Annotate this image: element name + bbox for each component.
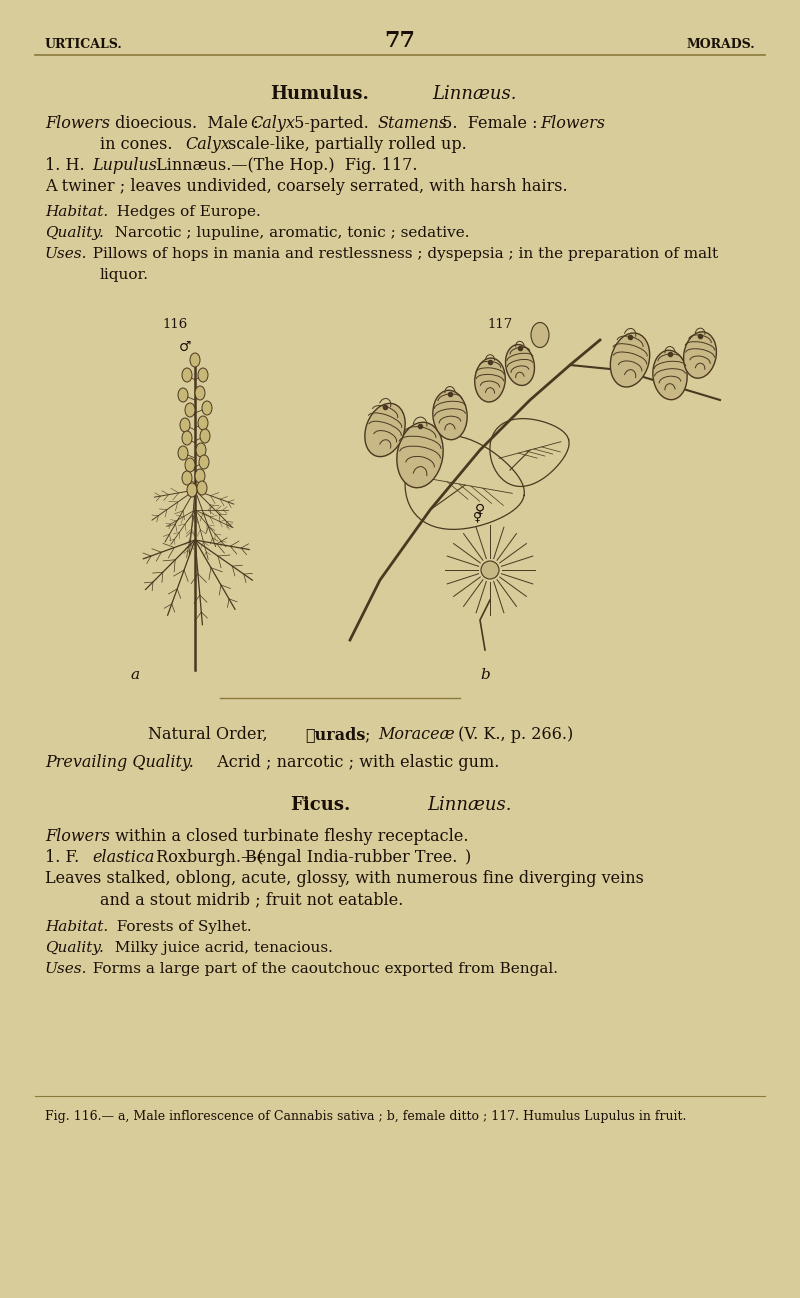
Text: Uses.: Uses. [45,247,87,261]
Text: Fig. 116.— a, Male inflorescence of Cannabis sativa ; b, female ditto ; 117. Hum: Fig. 116.— a, Male inflorescence of Cann… [45,1110,686,1123]
Ellipse shape [683,332,717,378]
Text: Forests of Sylhet.: Forests of Sylhet. [107,920,252,935]
Text: and a stout midrib ; fruit not eatable.: and a stout midrib ; fruit not eatable. [100,890,403,909]
Ellipse shape [506,344,534,386]
Ellipse shape [180,418,190,432]
Text: Acrid ; narcotic ; with elastic gum.: Acrid ; narcotic ; with elastic gum. [207,754,499,771]
Ellipse shape [433,391,467,440]
Ellipse shape [531,322,549,348]
Text: a: a [130,668,139,681]
Ellipse shape [653,350,687,400]
Text: Quality.: Quality. [45,941,104,955]
Text: Forms a large part of the caoutchouc exported from Bengal.: Forms a large part of the caoutchouc exp… [83,962,558,976]
Text: 117: 117 [487,318,513,331]
Text: within a closed turbinate fleshy receptacle.: within a closed turbinate fleshy recepta… [110,828,469,845]
Text: 5.  Female :: 5. Female : [437,116,542,132]
Ellipse shape [202,401,212,415]
Text: Stamens: Stamens [378,116,448,132]
Text: liquor.: liquor. [100,267,149,282]
Text: URTICALS.: URTICALS. [45,38,122,51]
Text: dioecious.  Male :: dioecious. Male : [110,116,264,132]
Text: Natural Order,: Natural Order, [148,726,273,742]
Text: Habitat.: Habitat. [45,205,108,219]
Text: Linnæus.—(The Hop.)  Fig. 117.: Linnæus.—(The Hop.) Fig. 117. [151,157,418,174]
Ellipse shape [178,388,188,402]
Text: Leaves stalked, oblong, acute, glossy, with numerous fine diverging veins: Leaves stalked, oblong, acute, glossy, w… [45,870,644,887]
Text: Hedges of Europe.: Hedges of Europe. [107,205,261,219]
Text: 116: 116 [162,318,188,331]
Ellipse shape [195,469,205,483]
Text: Calyx: Calyx [250,116,295,132]
Text: Flowers: Flowers [45,828,110,845]
Text: ♀: ♀ [475,502,485,517]
Text: Prevailing Quality.: Prevailing Quality. [45,754,194,771]
Text: Roxburgh.—(: Roxburgh.—( [151,849,263,866]
Text: Bengal India-rubber Tree.: Bengal India-rubber Tree. [245,849,458,866]
Text: 5-parted.: 5-parted. [289,116,379,132]
Text: elastica: elastica [92,849,154,866]
Text: Flowers: Flowers [45,116,110,132]
Ellipse shape [178,447,188,459]
Ellipse shape [200,430,210,443]
Text: ;: ; [365,726,376,742]
Ellipse shape [185,458,195,472]
Text: A twiner ; leaves undivided, coarsely serrated, with harsh hairs.: A twiner ; leaves undivided, coarsely se… [45,178,568,195]
Ellipse shape [196,443,206,457]
Ellipse shape [185,402,195,417]
Ellipse shape [199,456,209,469]
Text: Habitat.: Habitat. [45,920,108,935]
Ellipse shape [182,369,192,382]
Ellipse shape [197,482,207,495]
Ellipse shape [397,422,443,488]
Text: ℳurads: ℳurads [305,726,366,742]
Ellipse shape [187,483,197,497]
Text: Ficus.: Ficus. [290,796,350,814]
Text: Humulus.: Humulus. [270,84,370,103]
Text: Moraceæ: Moraceæ [378,726,454,742]
Text: scale-like, partially rolled up.: scale-like, partially rolled up. [223,136,466,153]
Text: ♀: ♀ [474,510,482,523]
Text: Narcotic ; lupuline, aromatic, tonic ; sedative.: Narcotic ; lupuline, aromatic, tonic ; s… [105,226,470,240]
Text: Lupulus: Lupulus [92,157,157,174]
Text: in cones.: in cones. [100,136,182,153]
Text: Uses.: Uses. [45,962,87,976]
Text: Linnæus.: Linnæus. [428,796,512,814]
Text: Calyx: Calyx [185,136,230,153]
Text: Pillows of hops in mania and restlessness ; dyspepsia ; in the preparation of ma: Pillows of hops in mania and restlessnes… [83,247,718,261]
Ellipse shape [481,561,499,579]
Text: Quality.: Quality. [45,226,104,240]
Ellipse shape [198,415,208,430]
Ellipse shape [182,471,192,485]
Text: ): ) [465,849,471,866]
Text: (V. K., p. 266.): (V. K., p. 266.) [453,726,574,742]
Text: 1. F.: 1. F. [45,849,84,866]
Text: Flowers: Flowers [540,116,605,132]
Text: ♂: ♂ [178,340,191,354]
Ellipse shape [365,404,405,457]
Text: Milky juice acrid, tenacious.: Milky juice acrid, tenacious. [105,941,333,955]
Ellipse shape [182,431,192,445]
Text: b: b [480,668,490,681]
Text: 77: 77 [385,30,415,52]
Ellipse shape [474,358,506,402]
Ellipse shape [190,353,200,367]
Text: MORADS.: MORADS. [686,38,755,51]
Text: Linnæus.: Linnæus. [433,84,518,103]
Ellipse shape [195,386,205,400]
Ellipse shape [198,369,208,382]
Text: 1. H.: 1. H. [45,157,90,174]
Ellipse shape [610,334,650,387]
